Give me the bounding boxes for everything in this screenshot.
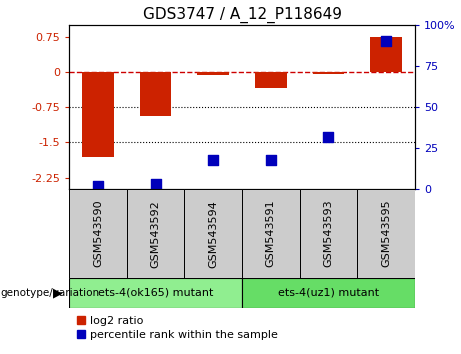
Text: ▶: ▶ <box>53 286 62 299</box>
Text: ets-4(uz1) mutant: ets-4(uz1) mutant <box>278 288 379 298</box>
Title: GDS3747 / A_12_P118649: GDS3747 / A_12_P118649 <box>142 7 342 23</box>
Bar <box>184 189 242 278</box>
Text: GSM543591: GSM543591 <box>266 200 276 268</box>
Point <box>267 157 274 162</box>
Bar <box>357 189 415 278</box>
Bar <box>69 189 127 278</box>
Bar <box>140 72 171 116</box>
Bar <box>197 72 229 75</box>
Bar <box>300 189 357 278</box>
Text: ets-4(ok165) mutant: ets-4(ok165) mutant <box>98 288 213 298</box>
Bar <box>313 72 344 74</box>
Text: GSM543593: GSM543593 <box>324 200 333 268</box>
Point <box>152 182 160 187</box>
Bar <box>370 36 402 72</box>
Text: GSM543594: GSM543594 <box>208 200 218 268</box>
Point <box>325 134 332 139</box>
Text: GSM543595: GSM543595 <box>381 200 391 268</box>
Text: GSM543590: GSM543590 <box>93 200 103 268</box>
Bar <box>255 72 287 88</box>
Text: genotype/variation: genotype/variation <box>0 288 100 298</box>
Point <box>382 38 390 44</box>
Bar <box>242 189 300 278</box>
Text: GSM543592: GSM543592 <box>151 200 160 268</box>
Point <box>209 157 217 162</box>
Bar <box>82 72 114 158</box>
Legend: log2 ratio, percentile rank within the sample: log2 ratio, percentile rank within the s… <box>75 314 280 342</box>
Bar <box>69 278 242 308</box>
Bar <box>242 278 415 308</box>
Bar <box>127 189 184 278</box>
Point <box>94 183 101 189</box>
